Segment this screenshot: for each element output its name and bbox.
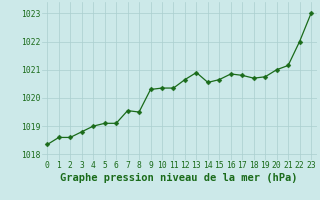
X-axis label: Graphe pression niveau de la mer (hPa): Graphe pression niveau de la mer (hPa): [60, 173, 298, 183]
